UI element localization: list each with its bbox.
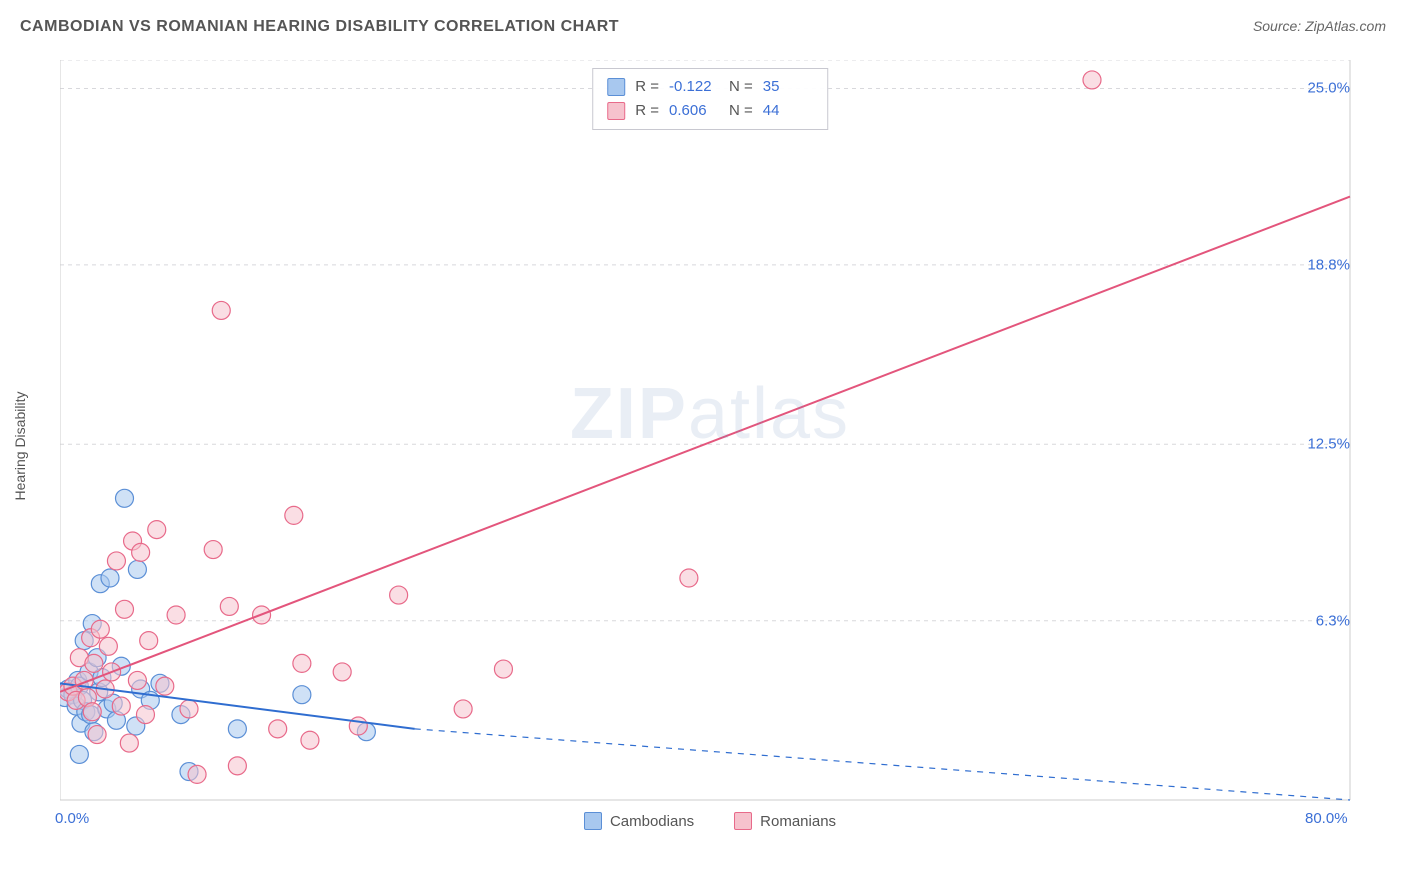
stats-row-1: R = 0.606 N = 44 — [607, 99, 813, 123]
chart-area: ZIPatlas R = -0.122 N = 35 R = 0.606 N =… — [60, 60, 1360, 830]
legend-label-0: Cambodians — [610, 813, 694, 830]
header: CAMBODIAN VS ROMANIAN HEARING DISABILITY… — [0, 0, 1406, 36]
legend-swatch-1 — [734, 812, 752, 830]
legend-item-1: Romanians — [734, 812, 836, 830]
r-value-0: -0.122 — [669, 75, 719, 99]
source-link[interactable]: ZipAtlas.com — [1305, 18, 1386, 34]
stats-swatch-1 — [607, 102, 625, 120]
legend-label-1: Romanians — [760, 813, 836, 830]
x-axis-min: 0.0% — [55, 810, 89, 827]
n-label: N = — [729, 75, 753, 99]
legend-swatch-0 — [584, 812, 602, 830]
bottom-legend: Cambodians Romanians — [60, 812, 1360, 830]
source-prefix: Source: — [1253, 18, 1305, 34]
y-tick-label: 25.0% — [1307, 80, 1350, 97]
r-value-1: 0.606 — [669, 99, 719, 123]
stats-legend-box: R = -0.122 N = 35 R = 0.606 N = 44 — [592, 68, 828, 130]
x-axis-max: 80.0% — [1305, 810, 1348, 827]
chart-title: CAMBODIAN VS ROMANIAN HEARING DISABILITY… — [20, 18, 619, 36]
y-axis-label: Hearing Disability — [12, 392, 28, 501]
source-attribution: Source: ZipAtlas.com — [1253, 18, 1386, 34]
y-tick-label: 12.5% — [1307, 436, 1350, 453]
legend-item-0: Cambodians — [584, 812, 694, 830]
chart-container: CAMBODIAN VS ROMANIAN HEARING DISABILITY… — [0, 0, 1406, 892]
y-tick-label: 6.3% — [1316, 612, 1350, 629]
r-label: R = — [635, 75, 659, 99]
y-tick-label: 18.8% — [1307, 256, 1350, 273]
plot-svg — [60, 60, 1360, 830]
n-label: N = — [729, 99, 753, 123]
n-value-1: 44 — [763, 99, 813, 123]
r-label: R = — [635, 99, 659, 123]
stats-swatch-0 — [607, 78, 625, 96]
n-value-0: 35 — [763, 75, 813, 99]
stats-row-0: R = -0.122 N = 35 — [607, 75, 813, 99]
